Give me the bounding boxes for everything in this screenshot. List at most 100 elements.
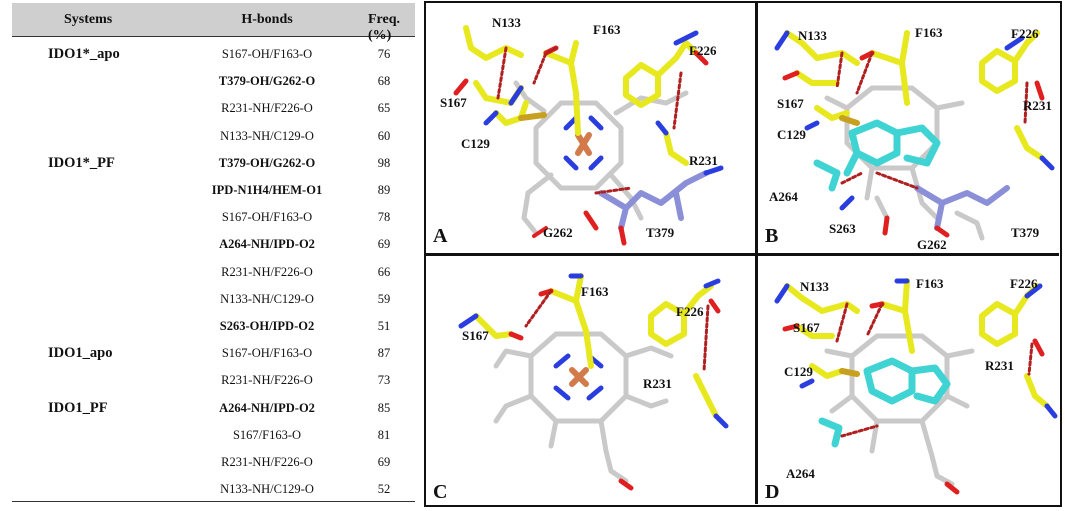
table-row: R231-NH/F226-O 65 — [12, 97, 415, 122]
residue-label: F163 — [915, 25, 943, 40]
hbond-cell: IPD-N1H4/HEM-O1 — [211, 183, 323, 197]
hbond-cell: R231-NH/F226-O — [221, 264, 313, 279]
freq-cell: 59 — [377, 291, 391, 306]
header-systems: Systems — [64, 12, 113, 27]
table-row: N133-NH/C129-O 52 — [12, 478, 415, 503]
residue-label: A264 — [769, 189, 798, 204]
residue-label: F226 — [1010, 276, 1038, 291]
panel-c: F163 F226 S167 R231 C — [426, 256, 755, 504]
residue-label: S263 — [829, 221, 856, 236]
freq-cell: 60 — [377, 128, 391, 143]
hbond-cell: A264-NH/IPD-O2 — [219, 400, 315, 415]
table-row: R231-NH/F226-O 69 — [12, 451, 415, 476]
freq-cell: 65 — [377, 101, 391, 116]
structure-figure: N133 F163 F226 S167 C129 R231 G262 T379 A — [424, 1, 1062, 507]
table-row: IDO1*_apo S167-OH/F163-O 76 — [12, 43, 415, 68]
panel-a-label: A — [433, 225, 448, 247]
residue-label: G262 — [917, 237, 947, 252]
panel-divider-horizontal — [426, 253, 1059, 256]
panel-d-structure — [774, 278, 1058, 495]
hbond-cell: S263-OH/IPD-O2 — [219, 319, 315, 333]
table-row: IDO1_PF A264-NH/IPD-O2 85 — [12, 397, 415, 422]
residue-label: A264 — [786, 466, 815, 481]
header-freq: Freq.(%) — [367, 12, 401, 43]
table-row: R231-NH/F226-O 66 — [12, 261, 415, 286]
table-row: S263-OH/IPD-O2 51 — [12, 315, 415, 340]
panel-a-structure — [453, 25, 724, 246]
residue-label: R231 — [689, 153, 718, 168]
freq-cell: 73 — [377, 373, 391, 388]
residue-label: C129 — [784, 364, 813, 379]
residue-label: F163 — [593, 22, 621, 37]
table-row: IPD-N1H4/HEM-O1 89 — [12, 179, 415, 204]
residue-label: S167 — [462, 328, 489, 343]
system-cell: IDO1_PF — [48, 399, 108, 416]
hbond-cell: N133-NH/C129-O — [220, 482, 314, 497]
residue-label: N133 — [798, 28, 827, 43]
freq-cell: 89 — [377, 183, 391, 197]
residue-label: S167 — [793, 320, 820, 335]
table-bottom-rule — [12, 501, 415, 502]
hbond-cell: S167/F163-O — [232, 427, 302, 442]
table-row: IDO1_apo S167-OH/F163-O 87 — [12, 342, 415, 367]
residue-label: F226 — [689, 43, 717, 58]
panel-a: N133 F163 F226 S167 C129 R231 G262 T379 A — [426, 3, 755, 253]
hbond-cell: R231-NH/F226-O — [221, 373, 313, 388]
panel-b-label: B — [765, 225, 779, 247]
freq-cell: 66 — [377, 264, 391, 279]
table-row: N133-NH/C129-O 59 — [12, 288, 415, 313]
residue-label: G262 — [543, 225, 573, 240]
hbond-cell: A264-NH/IPD-O2 — [219, 237, 315, 252]
panel-b: N133 F163 F226 S167 R231 C129 A264 S263 G262 T379… — [757, 3, 1059, 253]
freq-cell: 78 — [377, 210, 391, 225]
residue-label: S167 — [777, 96, 804, 111]
hbond-cell: S167-OH/F163-O — [221, 346, 313, 361]
freq-cell: 51 — [377, 319, 391, 333]
system-cell: IDO1*_apo — [48, 46, 120, 62]
hbond-cell: N133-NH/C129-O — [220, 291, 314, 306]
table-row: A264-NH/IPD-O2 69 — [12, 233, 415, 258]
table-row: IDO1*_PF T379-OH/G262-O 98 — [12, 152, 415, 177]
system-cell: IDO1_apo — [48, 345, 113, 362]
residue-label: F226 — [676, 304, 704, 319]
residue-label: C129 — [461, 136, 490, 151]
freq-cell: 98 — [377, 155, 391, 170]
freq-cell: 68 — [377, 74, 391, 89]
table-row: R231-NH/F226-O 73 — [12, 369, 415, 394]
residue-label: N133 — [492, 15, 521, 30]
table-row: N133-NH/C129-O 60 — [12, 125, 415, 150]
hbond-cell: R231-NH/F226-O — [221, 101, 313, 116]
panel-b-structure — [774, 30, 1055, 241]
residue-label: T379 — [1011, 225, 1040, 240]
residue-label: R231 — [1023, 98, 1052, 113]
panel-c-label: C — [433, 481, 448, 503]
freq-cell: 76 — [377, 47, 391, 61]
residue-label: F226 — [1011, 26, 1039, 41]
residue-label: R231 — [985, 358, 1014, 373]
hbond-cell: N133-NH/C129-O — [220, 128, 314, 143]
freq-cell: 85 — [377, 400, 391, 415]
freq-cell: 69 — [377, 237, 391, 252]
table-header: Systems H-bonds Freq.(%) — [12, 3, 415, 43]
hbond-cell: S167-OH/F163-O — [221, 210, 313, 225]
freq-cell: 87 — [377, 346, 391, 361]
table-row: S167/F163-O 81 — [12, 424, 415, 449]
residue-label: C129 — [777, 127, 806, 142]
table-row: S167-OH/F163-O 78 — [12, 206, 415, 231]
freq-cell: 81 — [377, 427, 391, 442]
hbond-cell: R231-NH/F226-O — [221, 455, 313, 469]
table-row: T379-OH/G262-O 68 — [12, 70, 415, 95]
panel-d-label: D — [765, 481, 780, 503]
residue-label: R231 — [643, 376, 672, 391]
hbond-cell: T379-OH/G262-O — [218, 155, 316, 170]
header-hbonds: H-bonds — [241, 12, 293, 27]
residue-label: N133 — [800, 279, 829, 294]
residue-label: F163 — [916, 276, 944, 291]
panel-c-structure — [458, 273, 729, 491]
freq-cell: 69 — [377, 455, 391, 469]
residue-label: F163 — [581, 284, 609, 299]
residue-label: T379 — [646, 225, 675, 240]
residue-label: S167 — [440, 95, 467, 110]
panel-d: N133 F163 F226 S167 C129 R231 A264 D — [757, 256, 1059, 504]
hbond-cell: S167-OH/F163-O — [221, 47, 313, 61]
